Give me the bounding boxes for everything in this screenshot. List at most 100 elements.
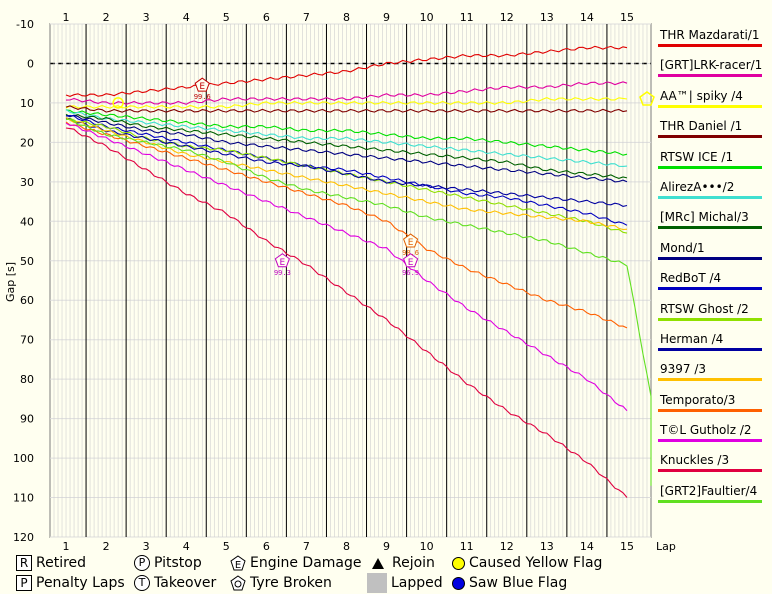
legend-label: THR Mazdarati/1 xyxy=(660,28,760,42)
x-tick-label-top: 8 xyxy=(343,11,350,24)
series-line xyxy=(65,114,628,183)
legend-label: Herman /4 xyxy=(660,331,724,346)
legend-swatch xyxy=(658,469,762,473)
engine-damage-value: 99.6 xyxy=(194,93,211,101)
engine-damage-marker: E96.9 xyxy=(402,253,419,277)
legend-item: [GRT2]Faultier/4 xyxy=(656,480,766,510)
yellow-flag-marker xyxy=(112,97,124,109)
legend-item: T©L Gutholz /2 xyxy=(656,419,766,449)
legend-item: AA™| spiky /4 xyxy=(656,85,766,115)
series-line xyxy=(65,115,628,226)
legend: THR Mazdarati/1 [GRT]LRK-racer/1 AA™| spik… xyxy=(656,24,766,510)
x-tick-label-top: 7 xyxy=(303,11,310,24)
series-line xyxy=(65,45,628,97)
key-tyre: Tyre Broken xyxy=(230,575,332,591)
legend-label: [GRT2]Faultier/4 xyxy=(660,483,758,498)
x-tick-label-top: 2 xyxy=(103,11,110,24)
x-tick-label-top: 14 xyxy=(580,11,594,24)
legend-item: 9397 /3 xyxy=(656,358,766,388)
engine-damage-marker: E98.6 xyxy=(402,233,419,257)
x-tick-label-top: 12 xyxy=(500,11,514,24)
legend-swatch xyxy=(658,317,762,321)
key-rejoin: Rejoin xyxy=(370,555,435,571)
y-tick-label: 120 xyxy=(13,531,34,544)
legend-swatch xyxy=(658,226,762,230)
legend-swatch xyxy=(658,439,762,443)
retired-icon: R xyxy=(16,555,32,571)
engine-damage-marker: E99.6 xyxy=(194,77,211,101)
series-line xyxy=(65,127,628,498)
legend-item: AlirezA•••/2 xyxy=(656,176,766,206)
x-tick-label-top: 10 xyxy=(420,11,434,24)
x-tick-label-bottom: 7 xyxy=(303,540,310,553)
key-blue-label: Saw Blue Flag xyxy=(469,575,568,591)
series-line xyxy=(65,122,628,412)
x-tick-label-top: 6 xyxy=(263,11,270,24)
key-penalty-label: Penalty Laps xyxy=(36,575,125,591)
x-tick-label-top: 5 xyxy=(223,11,230,24)
legend-swatch xyxy=(658,104,762,108)
legend-item: [MRc] Michal/3 xyxy=(656,206,766,236)
y-tick-label: 70 xyxy=(20,334,34,347)
y-tick-label: 0 xyxy=(27,57,34,70)
x-tick-label-bottom: 4 xyxy=(183,540,190,553)
rejoin-icon xyxy=(372,557,384,569)
y-axis-label: Gap [s] xyxy=(4,262,17,302)
x-tick-label-bottom: 13 xyxy=(540,540,554,553)
legend-swatch xyxy=(658,165,762,169)
x-tick-label-bottom: 6 xyxy=(263,540,270,553)
legend-item: THR Mazdarati/1 xyxy=(656,24,766,54)
series-line xyxy=(65,109,628,156)
legend-label: RedBoT /4 xyxy=(660,271,722,286)
key-blue: Saw Blue Flag xyxy=(452,575,567,591)
legend-label: Mond/1 xyxy=(660,240,705,255)
legend-item: THR Daniel /1 xyxy=(656,115,766,145)
key-engine: E Engine Damage xyxy=(230,555,362,571)
key-retired-label: Retired xyxy=(36,555,87,571)
engine-damage-letter: E xyxy=(199,82,205,92)
x-tick-label-bottom: 15 xyxy=(620,540,634,553)
legend-label: RTSW ICE /1 xyxy=(660,149,734,164)
tyre-broken-icon xyxy=(230,575,246,591)
legend-item: RedBoT /4 xyxy=(656,267,766,297)
engine-damage-letter: E xyxy=(408,258,414,268)
key-penalty: P Penalty Laps xyxy=(16,575,125,591)
engine-damage-value: 99.3 xyxy=(274,269,291,277)
series-line xyxy=(65,97,628,109)
series-line xyxy=(65,81,628,105)
x-tick-label-bottom: 1 xyxy=(63,540,70,553)
series-line xyxy=(65,109,628,167)
x-tick-label-bottom: 2 xyxy=(103,540,110,553)
key-yellow: Caused Yellow Flag xyxy=(452,555,602,571)
y-tick-label: 10 xyxy=(20,97,34,110)
x-tick-label-top: 15 xyxy=(620,11,634,24)
y-tick-label: 60 xyxy=(20,294,34,307)
legend-label: AA™| spiky /4 xyxy=(660,88,743,103)
legend-label: [MRc] Michal/3 xyxy=(660,210,749,225)
x-tick-label-top: 4 xyxy=(183,11,190,24)
key-retired: R Retired xyxy=(16,555,86,571)
legend-swatch xyxy=(658,499,762,503)
legend-swatch xyxy=(658,347,762,351)
legend-item: Mond/1 xyxy=(656,237,766,267)
y-tick-label: 100 xyxy=(13,452,34,465)
legend-swatch xyxy=(658,135,762,139)
engine-damage-letter: E xyxy=(408,238,414,248)
y-tick-label: 40 xyxy=(20,215,34,228)
legend-item: Knuckles /3 xyxy=(656,449,766,479)
y-tick-label: 110 xyxy=(13,492,34,505)
legend-label: 9397 /3 xyxy=(660,362,707,377)
y-tick-label: 30 xyxy=(20,176,34,189)
y-tick-label: 20 xyxy=(20,136,34,149)
series-line xyxy=(65,117,628,207)
legend-swatch xyxy=(658,195,762,199)
legend-label: Knuckles /3 xyxy=(660,453,730,468)
tick-labels: -100102030405060708090100110120112233445… xyxy=(13,11,634,553)
yellow-flag-icon xyxy=(452,556,465,570)
pitstop-icon: P xyxy=(134,555,150,571)
engine-damage-pentagon xyxy=(402,233,419,248)
legend-item: [GRT]LRK-racer/1 xyxy=(656,54,766,84)
y-tick-label: 50 xyxy=(20,255,34,268)
yellow-engine-marker xyxy=(639,91,655,106)
